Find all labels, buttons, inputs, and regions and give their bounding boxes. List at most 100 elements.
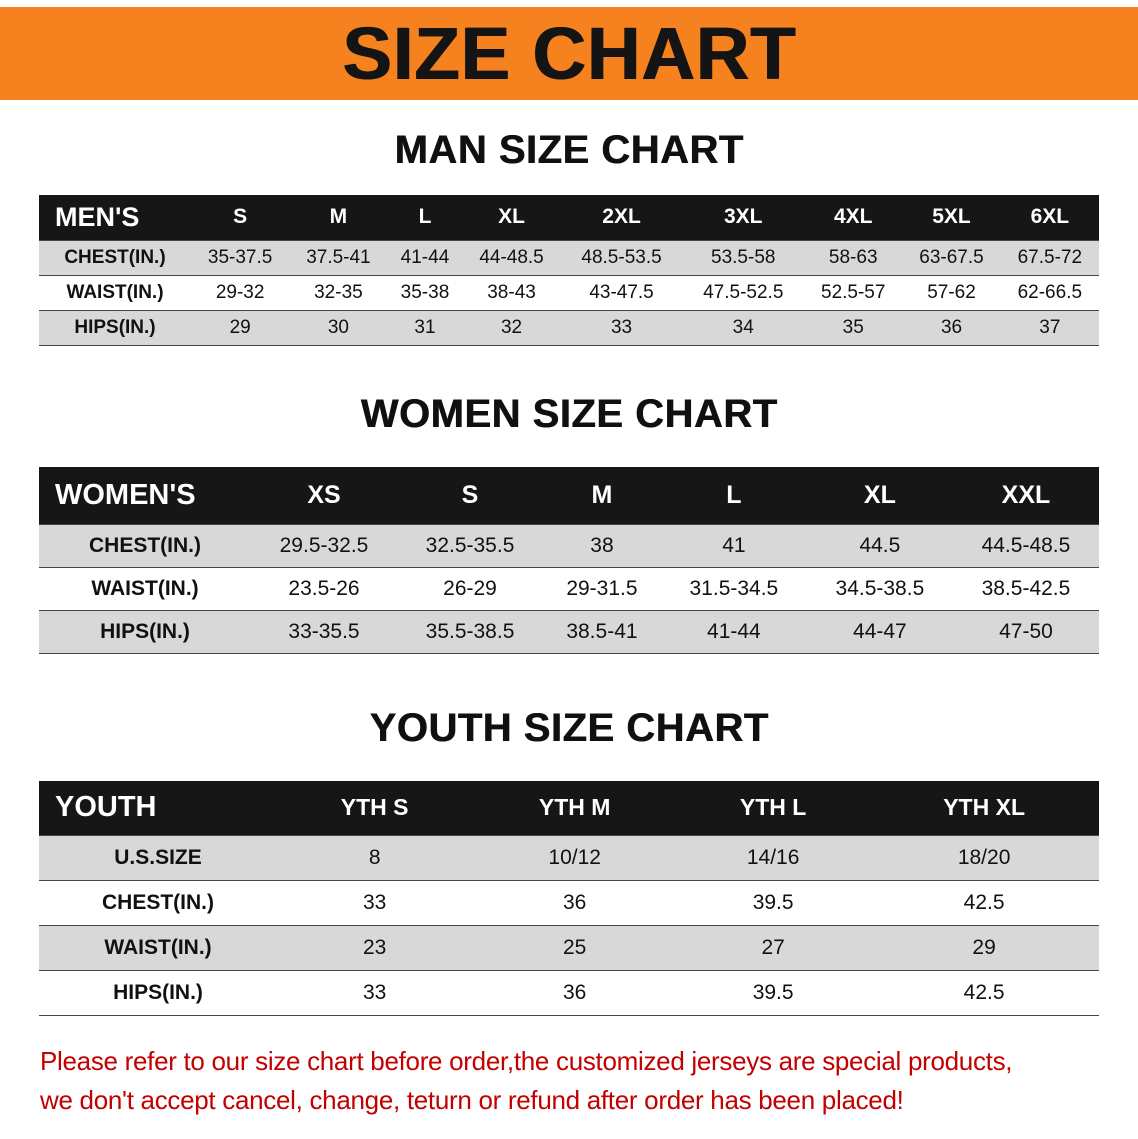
size-value: 48.5-53.5 <box>581 246 662 268</box>
footer-line-2: we don't accept cancel, change, teturn o… <box>40 1084 904 1115</box>
size-value: 30 <box>327 316 349 338</box>
size-value: 8 <box>368 845 381 869</box>
size-value: 38.5-41 <box>566 620 638 643</box>
size-value: 35-38 <box>400 281 450 303</box>
men-section-heading: MAN SIZE CHART <box>394 128 744 172</box>
size-value: 26-29 <box>443 577 497 600</box>
size-column-header: XS <box>307 480 341 509</box>
size-value: 36 <box>563 890 587 914</box>
size-value: 23.5-26 <box>288 577 360 600</box>
size-value: 44.5-48.5 <box>981 534 1071 557</box>
table-row: HIPS(IN.) 33-35.5 35.5-38.5 38.5-41 41-44 44-… <box>39 610 1099 654</box>
header-row: YOUTH YTH S YTH M YTH L YTH XL <box>39 781 1099 835</box>
size-value: 41-44 <box>400 246 450 268</box>
size-column-header: XL <box>863 480 896 509</box>
size-column-header: 3XL <box>723 205 763 229</box>
size-value: 62-66.5 <box>1017 281 1083 303</box>
size-value: 31.5-34.5 <box>689 577 779 600</box>
size-column-header: L <box>418 205 432 229</box>
footer-line-1: Please refer to our size chart before or… <box>40 1045 1013 1076</box>
size-value: 43-47.5 <box>589 281 654 303</box>
size-column-header: S <box>461 480 479 509</box>
footer-note: Please refer to our size chart before or… <box>40 1042 1122 1120</box>
size-value: 37 <box>1039 316 1061 338</box>
size-value: 32 <box>500 316 523 338</box>
size-column-header: M <box>591 480 613 509</box>
section-youth: YOUTH SIZE CHART YOUTH YTH S YTH M YTH L YTH… <box>0 706 1138 1016</box>
size-value: 47.5-52.5 <box>703 281 784 303</box>
table-name-header: WOMEN'S <box>55 478 196 511</box>
size-value: 35 <box>842 316 864 338</box>
size-value: 35.5-38.5 <box>425 620 515 643</box>
size-value: 42.5 <box>963 980 1005 1004</box>
size-value: 32-35 <box>314 281 363 303</box>
size-value: 41 <box>722 534 746 557</box>
size-value: 57-62 <box>927 281 976 303</box>
size-value: 34 <box>732 316 754 338</box>
size-chart-page: SIZE CHART MAN SIZE CHART MEN'S S M L XL 2XL 3… <box>0 7 1138 1120</box>
size-column-header: XL <box>498 205 525 229</box>
size-value: 44.5 <box>859 534 901 557</box>
size-value: 36 <box>563 980 587 1004</box>
size-column-header: 6XL <box>1030 205 1070 229</box>
size-value: 29.5-32.5 <box>279 534 369 557</box>
size-value: 52.5-57 <box>821 281 886 303</box>
size-value: 38 <box>590 534 614 557</box>
youth-size-table: YOUTH YTH S YTH M YTH L YTH XL U.S.SIZE 8 10/12… <box>39 781 1099 1016</box>
size-value: 34.5-38.5 <box>835 577 925 600</box>
size-value: 10/12 <box>548 845 601 869</box>
size-column-header: XXL <box>1001 480 1051 509</box>
size-value: 18/20 <box>957 845 1011 869</box>
table-row: HIPS(IN.) 33 36 39.5 42.5 <box>39 970 1099 1015</box>
size-value: 41-44 <box>707 620 761 643</box>
size-value: 14/16 <box>746 845 800 869</box>
size-value: 31 <box>414 316 436 338</box>
size-column-header: M <box>329 205 348 229</box>
size-value: 44-47 <box>853 620 907 643</box>
size-column-header: 5XL <box>932 205 971 229</box>
size-column-header: YTH M <box>538 794 611 821</box>
table-row: CHEST(IN.) 29.5-32.5 32.5-35.5 38 41 44.5 44.5… <box>39 524 1099 568</box>
size-value: 29-31.5 <box>566 577 638 600</box>
size-value: 38-43 <box>487 281 536 303</box>
size-value: 37.5-41 <box>306 246 371 268</box>
size-value: 29 <box>972 935 996 959</box>
row-label: HIPS(IN.) <box>100 620 190 643</box>
row-label: WAIST(IN.) <box>66 281 164 303</box>
size-value: 58-63 <box>828 246 878 268</box>
size-value: 44-48.5 <box>479 246 544 268</box>
size-value: 38.5-42.5 <box>981 577 1071 600</box>
row-label: U.S.SIZE <box>114 845 202 869</box>
size-value: 42.5 <box>963 890 1005 914</box>
size-value: 36 <box>940 316 963 338</box>
size-value: 35-37.5 <box>207 246 273 268</box>
section-men: MAN SIZE CHART MEN'S S M L XL 2XL 3XL 4XL 5XL 6XL… <box>0 128 1138 346</box>
size-value: 29 <box>229 316 251 338</box>
size-value: 33-35.5 <box>288 620 360 643</box>
size-value: 29-32 <box>215 281 265 303</box>
banner: SIZE CHART <box>0 7 1138 100</box>
size-value: 39.5 <box>752 980 794 1004</box>
women-size-table: WOMEN'S XS S M L XL XXL CHEST(IN.) 29.5-32.5 32.5… <box>39 466 1099 655</box>
table-row: WAIST(IN.) 29-32 32-35 35-38 38-43 43-47.5 47.… <box>39 275 1099 310</box>
youth-section-heading: YOUTH SIZE CHART <box>369 706 769 750</box>
row-label: CHEST(IN.) <box>64 246 166 268</box>
size-column-header: YTH L <box>739 794 807 821</box>
size-value: 53.5-58 <box>711 246 776 268</box>
row-label: WAIST(IN.) <box>91 577 199 600</box>
size-value: 23 <box>362 935 387 959</box>
header-row: WOMEN'S XS S M L XL XXL <box>39 466 1099 525</box>
size-value: 32.5-35.5 <box>425 534 515 557</box>
row-label: HIPS(IN.) <box>74 316 156 338</box>
size-value: 47-50 <box>999 620 1053 643</box>
table-row: U.S.SIZE 8 10/12 14/16 18/20 <box>39 835 1099 880</box>
size-column-header: S <box>233 205 248 229</box>
men-size-table: MEN'S S M L XL 2XL 3XL 4XL 5XL 6XL CHEST(IN.) 35-37… <box>39 195 1099 346</box>
row-label: HIPS(IN.) <box>113 980 203 1004</box>
table-name-header: YOUTH <box>55 791 157 824</box>
size-column-header: L <box>726 480 742 509</box>
size-column-header: YTH S <box>340 794 409 821</box>
row-label: CHEST(IN.) <box>102 890 214 914</box>
size-value: 67.5-72 <box>1017 246 1083 268</box>
size-value: 27 <box>761 935 785 959</box>
